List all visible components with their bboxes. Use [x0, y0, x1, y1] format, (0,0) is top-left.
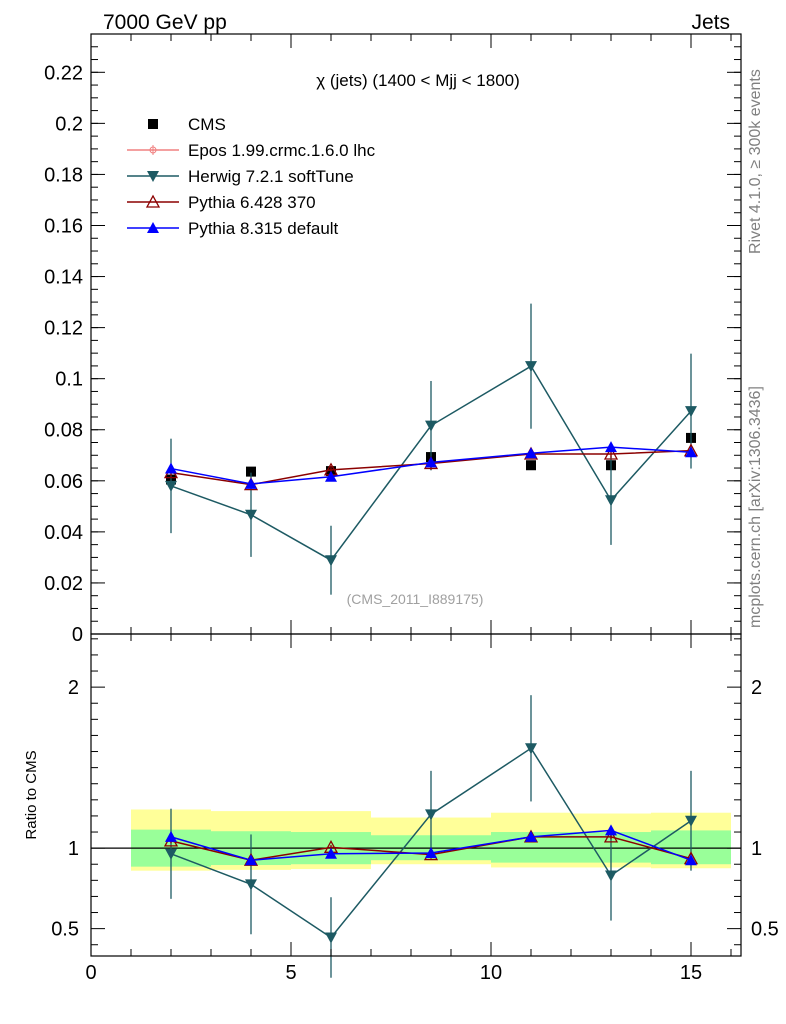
legend-marker [148, 119, 158, 129]
main-ytick-label: 0.12 [44, 318, 83, 340]
legend-label: Pythia 8.315 default [188, 219, 339, 238]
main-point [685, 406, 697, 418]
legend-entry-cms: CMS [148, 115, 226, 134]
main-ytick-label: 0.14 [44, 267, 83, 289]
main-point [605, 495, 617, 507]
legend-marker [145, 194, 161, 208]
main-point [525, 447, 537, 459]
xtick-label: 10 [480, 962, 502, 984]
main-point [603, 446, 619, 460]
main-point [425, 420, 437, 432]
ratio-point [603, 829, 619, 843]
ratio-point [325, 847, 337, 859]
main-ytick-label: 0.04 [44, 522, 83, 544]
main-ytick-label: 0.2 [55, 113, 83, 135]
main-point [246, 466, 256, 477]
legend-label: CMS [188, 115, 226, 134]
main-ytick-label: 0.18 [44, 164, 83, 186]
main-point [605, 441, 617, 453]
ratio-panel: 0.5 0.5 1 1 2 2 0 5 10 15 Ratio to CMS [23, 633, 779, 984]
ratio-ytick-label-right: 1 [751, 838, 762, 860]
legend-entry-epos-1-99-crmc-1-6-0-lhc: Epos 1.99.crmc.1.6.0 lhc [127, 141, 376, 160]
ratio-point [245, 879, 257, 891]
main-axes: 0 0.02 0.04 0.06 0.08 0.1 0.12 0.14 0.16 0.18 0.2 0… [44, 33, 742, 646]
main-point [245, 477, 257, 489]
main-series-group [163, 303, 699, 595]
xtick-label: 0 [85, 962, 96, 984]
ratio-point [605, 870, 617, 882]
legend-entry-pythia-8-315-default: Pythia 8.315 default [127, 219, 339, 238]
legend-entry-pythia-6-428-370: Pythia 6.428 370 [127, 193, 316, 212]
ratio-frame [90, 633, 742, 957]
xtick-label: 5 [285, 962, 296, 984]
ratio-point [685, 854, 697, 866]
main-point [245, 509, 257, 521]
ratio-point [525, 743, 537, 755]
main-ytick-label: 0.08 [44, 420, 83, 442]
header-right: Jets [691, 11, 730, 34]
ratio-point [425, 809, 437, 821]
legend-label: Herwig 7.2.1 softTune [188, 167, 354, 186]
main-ytick-label: 0.16 [44, 215, 83, 237]
main-point [325, 470, 337, 482]
ratio-ytick-label: 2 [68, 677, 79, 699]
ratio-ytick-label-right: 2 [751, 677, 762, 699]
legend-label: Epos 1.99.crmc.1.6.0 lhc [188, 141, 376, 160]
ratio-point [245, 854, 257, 866]
main-point [165, 480, 177, 492]
legend-marker [147, 222, 159, 233]
ratio-point [165, 830, 177, 842]
legend-label: Pythia 6.428 370 [188, 193, 316, 212]
main-point [526, 460, 536, 471]
main-series-pythia-8-315-default [165, 441, 697, 489]
ratio-point [605, 824, 617, 836]
rivet-label: Rivet 4.1.0, ≥ 300k events [747, 69, 764, 254]
ratio-point [685, 815, 697, 827]
ratio-series-herwig-7-2-1-softtune [165, 695, 697, 978]
xtick-label: 15 [680, 962, 702, 984]
main-ytick-label: 0 [72, 624, 83, 646]
ratio-ytick-label: 1 [68, 838, 79, 860]
legend-entry-herwig-7-2-1-softtune: Herwig 7.2.1 softTune [127, 167, 354, 186]
main-ytick-label: 0.02 [44, 573, 83, 595]
ratio-series-pythia-8-315-default [165, 824, 697, 866]
ratio-point [525, 830, 537, 842]
ratio-ytick-label-right: 0.5 [751, 919, 779, 941]
main-point [425, 456, 437, 468]
plot-title: χ (jets) (1400 < Mjj < 1800) [316, 71, 520, 90]
main-ytick-label: 0.06 [44, 471, 83, 493]
watermark: (CMS_2011_I889175) [347, 591, 484, 607]
header-left: 7000 GeV pp [103, 11, 227, 34]
main-point [525, 361, 537, 373]
ratio-series-group [163, 695, 699, 978]
ratio-point [325, 932, 337, 944]
ratio-ytick-label: 0.5 [51, 919, 79, 941]
main-ytick-label: 0.22 [44, 62, 83, 84]
main-point [325, 555, 337, 567]
main-point [685, 446, 697, 458]
main-series-herwig-7-2-1-softtune [165, 303, 697, 595]
ratio-ylabel: Ratio to CMS [23, 750, 40, 839]
legend: CMS Epos 1.99.crmc.1.6.0 lhc Herwig 7.2.1 … [127, 115, 376, 238]
legend-marker [147, 171, 159, 182]
mcplots-label: mcplots.cern.ch [arXiv:1306.3436] [747, 386, 764, 628]
main-point [165, 462, 177, 474]
ratio-point [165, 848, 177, 860]
main-panel: 0 0.02 0.04 0.06 0.08 0.1 0.12 0.14 0.16 0.18 0.2 0… [44, 33, 742, 646]
ratio-axes: 0.5 0.5 1 1 2 2 0 5 10 15 [51, 633, 779, 984]
ratio-point [425, 846, 437, 858]
ratio-bands [91, 809, 741, 871]
main-ytick-label: 0.1 [55, 369, 83, 391]
